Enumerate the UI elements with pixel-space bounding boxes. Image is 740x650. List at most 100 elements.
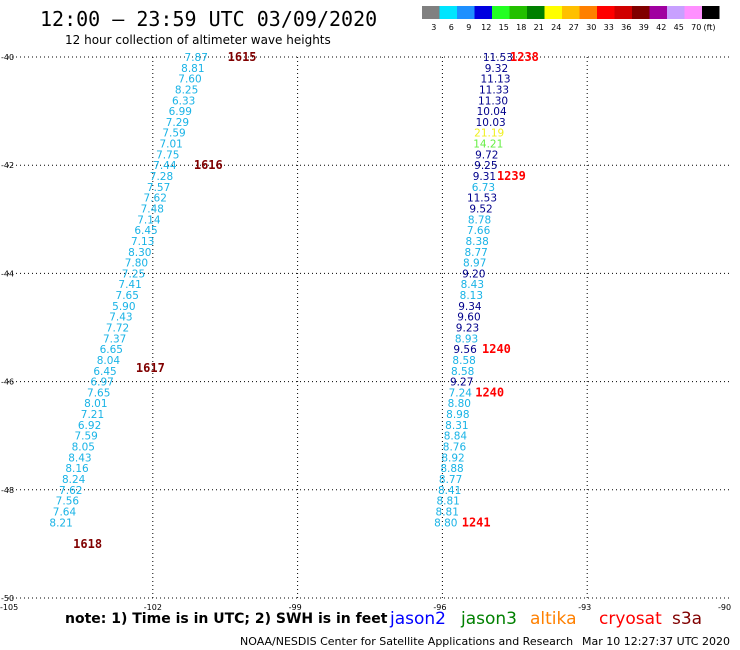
swh-point-label: 7.59 [74, 431, 97, 443]
swh-point-label: 8.01 [84, 398, 107, 410]
legend-swatch [614, 6, 632, 19]
swh-point-label: 9.23 [456, 323, 479, 335]
swh-point-label: 9.25 [474, 160, 497, 172]
swh-point-label: 8.05 [72, 442, 95, 454]
time-label: 1616 [194, 158, 223, 172]
swh-point-label: 8.84 [444, 431, 468, 443]
legend-swatch [649, 6, 667, 19]
swh-point-label: 8.92 [441, 452, 464, 464]
swh-point-label: 7.65 [87, 387, 110, 399]
swh-point-label: 9.31 [473, 171, 496, 183]
swh-point-label: 7.28 [150, 171, 173, 183]
swh-point-label: 21.19 [474, 128, 504, 140]
x-tick-label: -90 [718, 603, 731, 612]
swh-point-label: 7.13 [131, 236, 154, 248]
legend-bin-label: 12 [481, 23, 491, 32]
y-tick-label: -48 [1, 486, 14, 495]
time-label: 1240 [482, 342, 511, 356]
swh-point-label: 14.21 [473, 139, 503, 151]
swh-point-label: 8.43 [461, 279, 484, 291]
swh-point-label: 7.43 [109, 312, 132, 324]
footer-note: note: 1) Time is in UTC; 2) SWH is in fe… [65, 611, 388, 627]
swh-point-label: 8.58 [451, 366, 474, 378]
legend-swatch [667, 6, 685, 19]
swh-point-label: 7.75 [156, 149, 179, 161]
swh-point-label: 9.34 [458, 301, 482, 313]
swh-point-label: 8.80 [434, 517, 457, 529]
swh-point-label: 7.59 [162, 128, 185, 140]
legend-swatch [579, 6, 597, 19]
credit-line: NOAA/NESDIS Center for Satellite Applica… [240, 635, 574, 648]
swh-point-label: 7.29 [166, 117, 189, 129]
y-tick-label: -44 [1, 269, 14, 278]
swh-point-label: 7.87 [185, 52, 208, 64]
time-label: 1241 [462, 515, 491, 529]
axis-ticks: -40 -42 -44 -46 -48 -50-105 -102 -99 -96 -93 -90 [0, 53, 731, 612]
swh-point-label: 9.27 [450, 377, 473, 389]
swh-point-label: 9.60 [457, 312, 480, 324]
swh-point-label: 8.81 [436, 496, 459, 508]
legend-bin-label: 24 [551, 23, 561, 32]
legend-bin-label: 6 [449, 23, 454, 32]
legend-bin-label: 30 [586, 23, 596, 32]
legend-swatch [492, 6, 510, 19]
swh-point-label: 8.38 [465, 236, 488, 248]
legend-bin-label: 15 [499, 23, 509, 32]
swh-point-label: 7.57 [147, 182, 170, 194]
legend-swatch [544, 6, 562, 19]
swh-point-label: 7.72 [106, 323, 129, 335]
legend-units: (ft) [704, 23, 716, 32]
swh-point-label: 8.88 [440, 463, 463, 475]
chart-subtitle: 12 hour collection of altimeter wave hei… [65, 33, 331, 47]
legend-swatch [527, 6, 545, 19]
swh-point-label: 7.65 [116, 290, 139, 302]
swh-point-label: 6.97 [90, 377, 113, 389]
legend-swatch [702, 6, 720, 19]
swh-point-label: 7.64 [53, 506, 77, 518]
swh-point-label: 8.13 [460, 290, 483, 302]
swh-point-label: 7.62 [144, 193, 167, 205]
legend-bin-label: 39 [639, 23, 649, 32]
time-label: 1239 [497, 169, 526, 183]
swh-point-label: 8.80 [448, 398, 471, 410]
swh-point-label: 7.21 [81, 409, 104, 421]
y-tick-label: -42 [1, 161, 14, 170]
legend-bin-label: 70 [691, 23, 701, 32]
swh-point-label: 8.16 [65, 463, 89, 475]
swh-point-label: 8.31 [445, 420, 468, 432]
legend-bin-label: 45 [674, 23, 684, 32]
swh-point-label: 6.45 [134, 225, 157, 237]
grid-layer [8, 56, 732, 599]
time-label: 1615 [228, 50, 257, 64]
legend-swatch [684, 6, 702, 19]
swh-point-label: 11.53 [467, 193, 497, 205]
time-label: 1617 [136, 361, 165, 375]
swh-point-label: 7.56 [56, 496, 80, 508]
swh-point-label: 8.21 [49, 517, 72, 529]
swh-point-label: 7.48 [141, 203, 164, 215]
swh-point-label: 8.04 [97, 355, 121, 367]
swh-point-label: 7.24 [449, 387, 473, 399]
swh-point-label: 8.25 [175, 84, 198, 96]
time-label: 1238 [510, 50, 539, 64]
swh-point-label: 7.41 [118, 279, 141, 291]
swh-point-label: 7.62 [59, 485, 82, 497]
legend-swatch [474, 6, 492, 19]
swh-point-label: 11.53 [483, 52, 513, 64]
legend-swatch [632, 6, 650, 19]
swh-point-label: 8.97 [463, 258, 486, 270]
swh-point-label: 8.77 [464, 247, 487, 259]
x-tick-label: -99 [289, 603, 302, 612]
legend-bin-label: 3 [431, 23, 436, 32]
swh-point-label: 7.66 [467, 225, 491, 237]
legend-bin-label: 33 [604, 23, 614, 32]
generated-timestamp: Mar 10 12:27:37 UTC 2020 [582, 635, 730, 648]
y-tick-label: -46 [1, 378, 14, 387]
legend-bin-label: 9 [466, 23, 471, 32]
x-tick-label: -102 [144, 603, 162, 612]
legend-swatch [597, 6, 615, 19]
swh-point-label: 10.04 [477, 106, 507, 118]
legend-swatch [439, 6, 457, 19]
swh-point-label: 8.30 [128, 247, 151, 259]
swh-point-label: 5.90 [112, 301, 135, 313]
